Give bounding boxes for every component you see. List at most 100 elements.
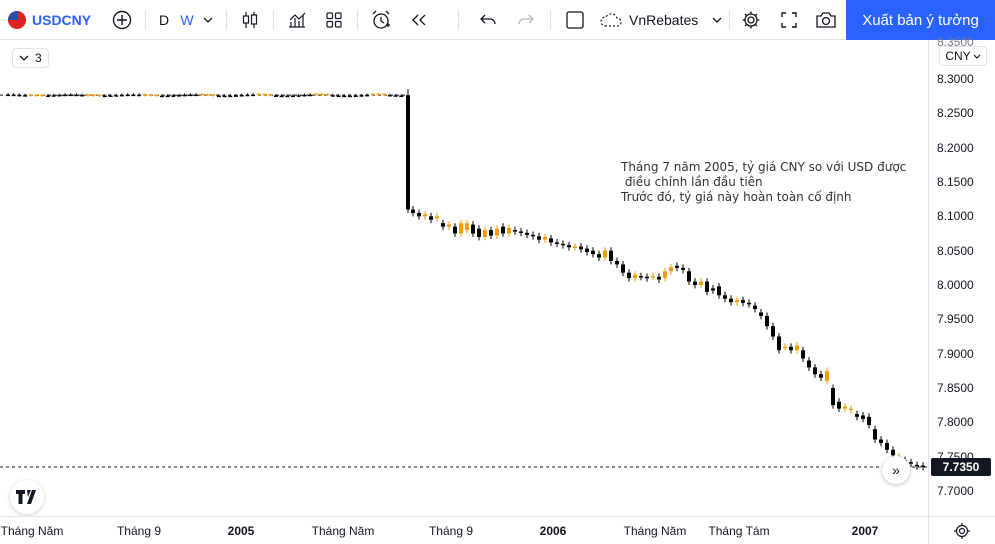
candle bbox=[336, 94, 341, 97]
interval-d-button[interactable]: D bbox=[155, 0, 173, 40]
candle bbox=[57, 93, 62, 97]
candle bbox=[279, 94, 284, 98]
redo-button[interactable] bbox=[512, 0, 540, 40]
symbol-label: USDCNY bbox=[32, 12, 92, 28]
time-tick: Tháng Tám bbox=[708, 524, 770, 538]
candle bbox=[211, 93, 216, 97]
candle bbox=[807, 357, 811, 371]
candle bbox=[819, 370, 823, 382]
interval-w-label: W bbox=[180, 12, 194, 28]
candle bbox=[325, 93, 330, 97]
candle bbox=[711, 285, 715, 294]
candle bbox=[873, 425, 877, 443]
candle bbox=[216, 94, 221, 98]
candle bbox=[45, 94, 50, 98]
candle bbox=[370, 93, 375, 97]
candle bbox=[308, 93, 313, 97]
replay-button[interactable] bbox=[405, 0, 433, 40]
tradingview-logo[interactable] bbox=[10, 480, 44, 514]
time-tick: Tháng Năm bbox=[311, 524, 375, 538]
candle bbox=[137, 93, 142, 97]
candlestick-chart[interactable] bbox=[0, 40, 928, 516]
candle bbox=[717, 282, 721, 299]
time-tick: Tháng 9 bbox=[116, 524, 162, 538]
candle bbox=[80, 93, 85, 97]
chevron-down-icon bbox=[973, 54, 981, 59]
symbol-search-button[interactable]: USDCNY bbox=[8, 0, 108, 40]
fullscreen-button[interactable] bbox=[775, 0, 803, 40]
candle bbox=[747, 299, 751, 308]
time-tick: 2007 bbox=[851, 524, 879, 538]
candle bbox=[495, 225, 499, 239]
candle bbox=[783, 343, 787, 351]
candle bbox=[603, 247, 607, 261]
scroll-to-realtime-button[interactable]: » bbox=[882, 456, 910, 484]
square-icon bbox=[566, 11, 584, 29]
candle bbox=[234, 93, 238, 97]
candle bbox=[63, 93, 67, 97]
time-tick: Tháng Năm bbox=[0, 524, 64, 538]
undo-button[interactable] bbox=[474, 0, 502, 40]
grid-icon bbox=[326, 12, 342, 28]
scale-settings-button[interactable] bbox=[928, 516, 995, 544]
candle bbox=[483, 226, 487, 241]
candle bbox=[675, 262, 679, 272]
candle bbox=[471, 221, 475, 237]
price-tick: 7.9000 bbox=[937, 346, 974, 361]
toolbar-divider bbox=[458, 10, 459, 30]
indicators-button[interactable] bbox=[283, 0, 311, 40]
candle bbox=[376, 93, 381, 96]
candle bbox=[102, 94, 107, 98]
current-price-label: 7.7350 bbox=[931, 457, 991, 476]
candle bbox=[801, 346, 805, 362]
candle bbox=[441, 219, 445, 231]
candle bbox=[825, 367, 829, 385]
time-scale[interactable]: Tháng Năm Tháng 9 2005 Tháng Năm Tháng 9 2006… bbox=[0, 516, 928, 544]
templates-button[interactable] bbox=[320, 0, 348, 40]
candle bbox=[125, 93, 130, 97]
layout-select-button[interactable] bbox=[561, 0, 589, 40]
alarm-clock-icon bbox=[372, 10, 390, 29]
undo-icon bbox=[480, 14, 496, 25]
price-tick: 8.0500 bbox=[937, 243, 974, 258]
candle bbox=[795, 341, 799, 354]
chart-annotation-text[interactable]: Tháng 7 năm 2005, tỷ giá CNY so với USD … bbox=[621, 160, 907, 204]
currency-dropdown[interactable]: CNY bbox=[939, 46, 987, 66]
candle bbox=[477, 225, 481, 241]
currency-label: CNY bbox=[945, 49, 971, 63]
candle bbox=[429, 212, 433, 224]
price-tick: 7.8500 bbox=[937, 381, 974, 395]
legend-collapse-button[interactable]: 3 bbox=[12, 48, 49, 68]
publish-idea-button[interactable]: Xuất bản ý tưởng bbox=[846, 0, 995, 40]
candle bbox=[131, 93, 136, 97]
chart-type-button[interactable] bbox=[236, 0, 264, 40]
plus-circle-icon bbox=[112, 10, 132, 30]
candle bbox=[222, 94, 227, 98]
candle bbox=[11, 93, 16, 97]
candle bbox=[285, 94, 290, 98]
interval-w-button[interactable]: W bbox=[177, 0, 197, 40]
candle bbox=[68, 93, 73, 97]
candle bbox=[645, 273, 649, 282]
price-tick: 8.2000 bbox=[937, 140, 974, 155]
candle bbox=[97, 94, 102, 98]
settings-button[interactable] bbox=[737, 0, 765, 40]
candle bbox=[296, 93, 301, 97]
candle bbox=[813, 363, 817, 378]
price-tick: 8.3000 bbox=[937, 72, 974, 86]
candle bbox=[729, 295, 733, 306]
candle bbox=[120, 93, 124, 97]
toolbar-divider bbox=[226, 10, 227, 30]
candle bbox=[735, 296, 739, 306]
add-symbol-button[interactable] bbox=[108, 0, 136, 40]
alert-button[interactable] bbox=[367, 0, 395, 40]
interval-dropdown-button[interactable] bbox=[199, 0, 217, 40]
price-tick: 7.8000 bbox=[937, 415, 974, 430]
candle bbox=[108, 94, 113, 97]
layout-name-dropdown[interactable]: VnRebates bbox=[599, 0, 723, 40]
snapshot-button[interactable] bbox=[812, 0, 840, 40]
candle bbox=[159, 94, 164, 98]
chart-pane[interactable]: 3 Tháng 7 năm 2005, tỷ giá CNY so với US… bbox=[0, 40, 928, 516]
price-scale[interactable]: 8.3500 CNY 8.3000 8.2500 8.2000 8.1500 8.100… bbox=[928, 35, 995, 516]
candle bbox=[741, 296, 745, 307]
